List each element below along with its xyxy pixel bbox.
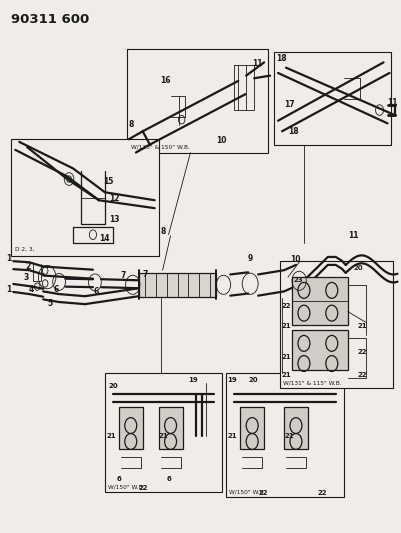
Bar (291, 330, 347, 370)
Text: 8: 8 (160, 227, 166, 236)
Text: 5: 5 (47, 299, 52, 308)
Text: 1: 1 (6, 285, 11, 294)
Text: 21: 21 (357, 323, 367, 329)
Text: 9: 9 (247, 254, 252, 263)
Bar (126, 49, 267, 152)
Bar (105, 373, 222, 492)
Text: 18: 18 (275, 54, 286, 62)
Text: 4: 4 (28, 285, 34, 294)
Bar (226, 373, 343, 497)
Bar (279, 261, 393, 389)
Bar (158, 407, 182, 449)
Text: 15: 15 (103, 177, 113, 186)
Text: 11: 11 (251, 59, 262, 68)
Text: 7: 7 (120, 271, 125, 280)
Text: 90311 600: 90311 600 (11, 13, 89, 26)
Text: 20: 20 (109, 383, 118, 389)
Text: W/150" W.B.: W/150" W.B. (229, 489, 265, 495)
Text: 22: 22 (257, 490, 267, 496)
Text: 21: 21 (281, 353, 290, 360)
Text: 16: 16 (160, 76, 171, 85)
Text: 21: 21 (158, 433, 168, 439)
Text: 7: 7 (142, 270, 148, 279)
Text: 14: 14 (99, 235, 109, 244)
Text: 21: 21 (281, 372, 290, 378)
Text: 6: 6 (117, 475, 121, 482)
Text: 17: 17 (284, 100, 294, 109)
Text: 22: 22 (357, 350, 366, 356)
Bar (11, 139, 158, 256)
Text: W/131" & 115" W.B.: W/131" & 115" W.B. (283, 381, 341, 386)
Text: 6: 6 (93, 287, 99, 296)
Text: 8: 8 (128, 120, 134, 129)
Text: 21: 21 (106, 433, 115, 439)
Bar (291, 277, 347, 325)
Text: 22: 22 (357, 372, 366, 378)
Text: 3: 3 (23, 272, 28, 281)
Text: 20: 20 (353, 264, 363, 271)
Text: 19: 19 (188, 377, 198, 384)
Text: 13: 13 (109, 215, 119, 224)
Text: 18: 18 (287, 127, 298, 136)
Text: 21: 21 (227, 433, 237, 439)
Text: 22: 22 (281, 303, 290, 309)
Text: 22: 22 (317, 490, 326, 496)
Bar (138, 273, 216, 297)
Text: 21: 21 (284, 433, 293, 439)
Bar (240, 407, 263, 449)
Bar (284, 407, 307, 449)
Text: W/150" W.B.: W/150" W.B. (108, 484, 144, 489)
Text: 6: 6 (166, 475, 171, 482)
Text: 2: 2 (25, 262, 30, 271)
Text: 23: 23 (292, 277, 302, 282)
Text: D 2, 3,: D 2, 3, (15, 247, 35, 252)
Bar (119, 407, 142, 449)
Text: 11: 11 (387, 98, 397, 107)
Text: 21: 21 (281, 323, 290, 329)
Text: 11: 11 (347, 231, 357, 240)
Text: 19: 19 (227, 377, 237, 384)
Text: 10: 10 (289, 255, 300, 264)
Bar (273, 52, 391, 144)
Text: W/135" & 150" W.B.: W/135" & 150" W.B. (130, 145, 189, 150)
Text: 6: 6 (53, 285, 58, 294)
Text: 22: 22 (138, 484, 148, 490)
Text: 20: 20 (247, 377, 257, 384)
Text: 10: 10 (216, 136, 226, 146)
Text: 1: 1 (6, 254, 11, 263)
Text: 12: 12 (109, 194, 119, 203)
